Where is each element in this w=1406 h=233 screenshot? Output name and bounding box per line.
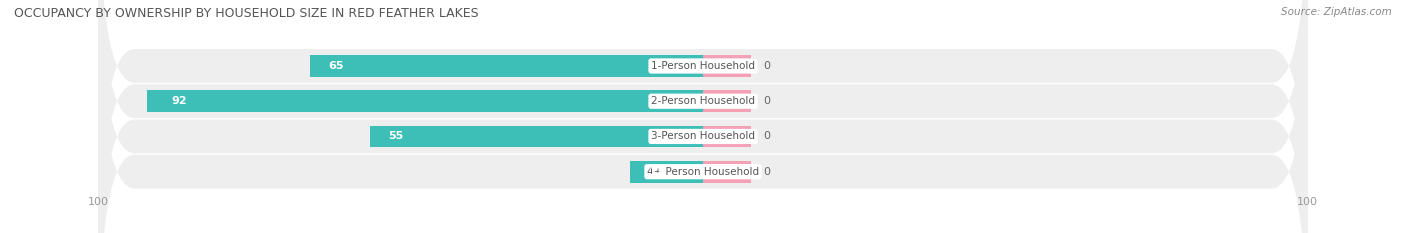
Text: OCCUPANCY BY OWNERSHIP BY HOUSEHOLD SIZE IN RED FEATHER LAKES: OCCUPANCY BY OWNERSHIP BY HOUSEHOLD SIZE…: [14, 7, 478, 20]
Text: 0: 0: [763, 96, 770, 106]
Text: 92: 92: [172, 96, 187, 106]
Bar: [703, 126, 751, 147]
Bar: [371, 126, 703, 147]
Text: 2-Person Household: 2-Person Household: [651, 96, 755, 106]
FancyBboxPatch shape: [98, 0, 1308, 233]
Bar: [98, 120, 1308, 153]
Text: 3-Person Household: 3-Person Household: [651, 131, 755, 141]
Text: 0: 0: [763, 61, 770, 71]
Bar: [703, 90, 751, 112]
FancyBboxPatch shape: [98, 0, 1308, 233]
Text: 65: 65: [328, 61, 343, 71]
Text: 12: 12: [648, 167, 664, 177]
Text: Source: ZipAtlas.com: Source: ZipAtlas.com: [1281, 7, 1392, 17]
Bar: [98, 49, 1308, 83]
FancyBboxPatch shape: [98, 0, 1308, 233]
Bar: [703, 161, 751, 183]
Text: 4+ Person Household: 4+ Person Household: [647, 167, 759, 177]
Text: 0: 0: [763, 167, 770, 177]
Text: 1-Person Household: 1-Person Household: [651, 61, 755, 71]
Bar: [98, 155, 1308, 188]
Text: 0: 0: [763, 131, 770, 141]
Bar: [630, 161, 703, 183]
Text: 55: 55: [388, 131, 404, 141]
FancyBboxPatch shape: [98, 0, 1308, 233]
Bar: [311, 55, 703, 77]
Bar: [703, 55, 751, 77]
Bar: [98, 84, 1308, 118]
Bar: [146, 90, 703, 112]
